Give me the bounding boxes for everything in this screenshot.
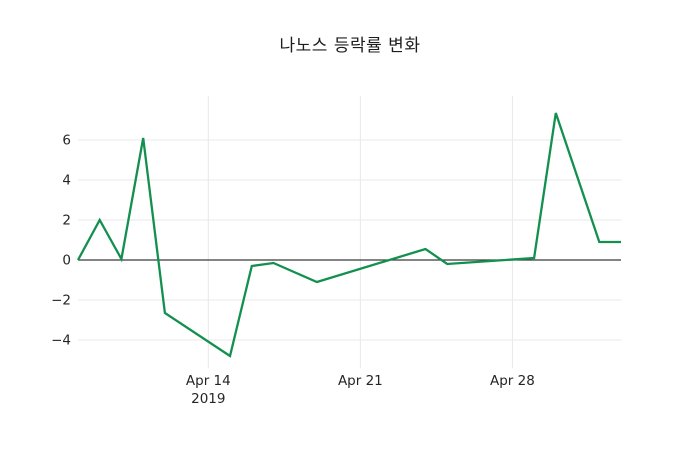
chart-title: 나노스 등락률 변화 (279, 36, 421, 56)
y-tick-label: 6 (62, 133, 71, 149)
x-tick-label: Apr 21 (338, 373, 383, 389)
x-tick-label: Apr 28 (490, 373, 535, 389)
y-tick-label: 4 (62, 173, 71, 189)
y-tick-label: −4 (51, 333, 71, 349)
y-tick-label: −2 (51, 293, 71, 309)
y-tick-label: 0 (62, 253, 71, 269)
x-tick-label: Apr 14 (186, 373, 231, 389)
x-tick-sublabel: 2019 (191, 391, 225, 407)
series-line (76, 112, 621, 358)
y-tick-label: 2 (62, 213, 71, 229)
